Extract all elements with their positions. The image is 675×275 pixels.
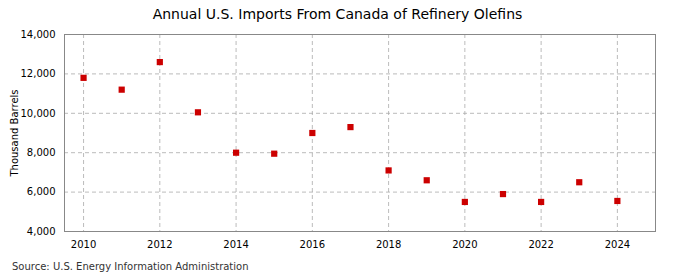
svg-text:2016: 2016 [300,239,325,250]
html-text:Annual U.S. Imports From Canad: Annual U.S. Imports From Canada of Refin… [152,6,523,22]
svg-text:2020: 2020 [452,239,477,250]
svg-text:8,000: 8,000 [27,147,56,158]
html-text:Source: U.S. Energy Informatio: Source: U.S. Energy Information Administ… [12,261,249,272]
svg-text:2012: 2012 [147,239,172,250]
svg-text:2014: 2014 [223,239,248,250]
svg-text:Thousand Barrels: Thousand Barrels [9,89,20,177]
svg-text:12,000: 12,000 [21,68,56,79]
svg-text:4,000: 4,000 [27,226,56,237]
svg-text:10,000: 10,000 [21,108,56,119]
svg-text:2024: 2024 [605,239,630,250]
svg-text:2010: 2010 [71,239,96,250]
svg-text:6,000: 6,000 [27,186,56,197]
svg-text:2018: 2018 [376,239,401,250]
svg-text:14,000: 14,000 [21,29,56,40]
svg-text:2022: 2022 [528,239,553,250]
